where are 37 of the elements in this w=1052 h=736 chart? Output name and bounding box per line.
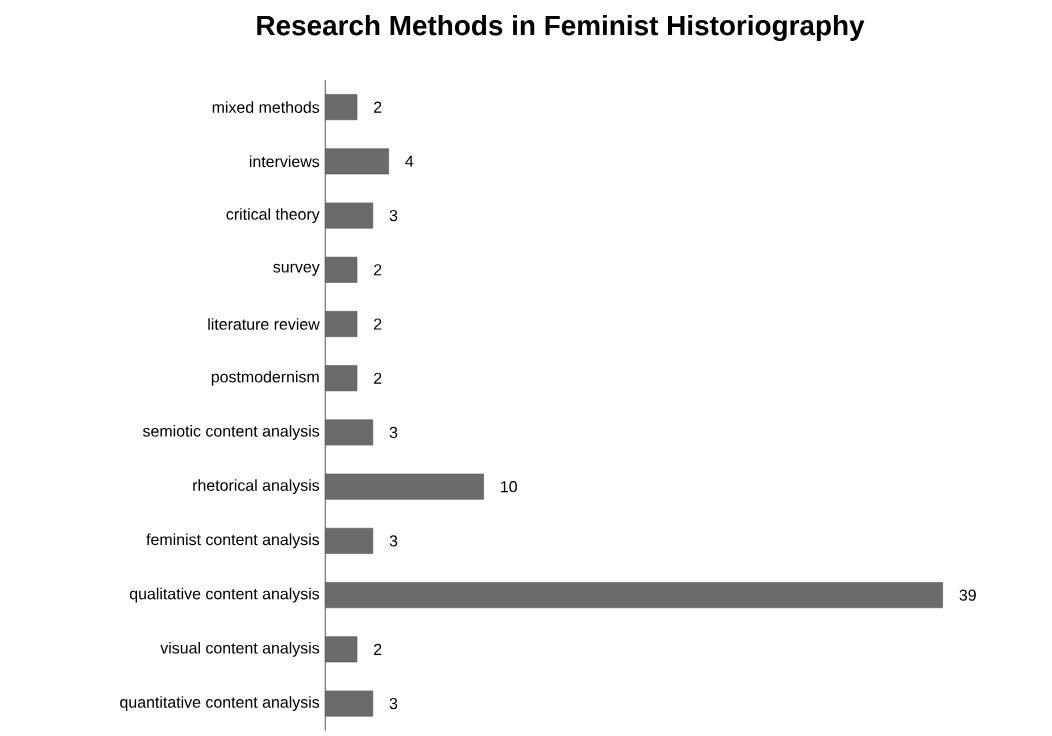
bar bbox=[325, 365, 358, 392]
bar bbox=[325, 202, 374, 229]
data-label: 3 bbox=[389, 209, 398, 222]
bar bbox=[325, 473, 484, 500]
data-label: 3 bbox=[389, 535, 398, 547]
y-tick-label: quantitative content analysis bbox=[120, 696, 320, 711]
y-tick-label: survey bbox=[273, 263, 320, 276]
y-tick-label: visual content analysis bbox=[160, 641, 320, 657]
y-tick-label: interviews bbox=[249, 155, 320, 168]
bar bbox=[325, 419, 374, 446]
data-label: 10 bbox=[501, 481, 517, 493]
y-tick-label: qualitative content analysis bbox=[129, 587, 320, 603]
data-label: 39 bbox=[959, 589, 976, 601]
bar bbox=[325, 94, 358, 121]
bar bbox=[325, 636, 358, 663]
data-label: 2 bbox=[374, 101, 382, 113]
y-tick-label: critical theory bbox=[226, 208, 320, 223]
y-tick-label: semiotic content analysis bbox=[143, 425, 320, 440]
bar bbox=[325, 256, 358, 283]
data-label: 4 bbox=[405, 155, 414, 167]
data-label: 3 bbox=[389, 697, 398, 710]
y-tick-label: literature review bbox=[208, 318, 320, 330]
bar bbox=[325, 582, 943, 609]
y-tick-label: rhetorical analysis bbox=[193, 479, 320, 495]
data-label: 2 bbox=[374, 372, 382, 384]
y-tick-label: postmodernism bbox=[211, 370, 319, 386]
y-tick-label: mixed methods bbox=[212, 101, 320, 113]
y-tick-label: feminist content analysis bbox=[146, 533, 320, 549]
bar bbox=[325, 148, 389, 175]
chart-title: Research Methods in Feminist Historiography bbox=[257, 14, 865, 42]
bar bbox=[325, 311, 358, 337]
data-label: 2 bbox=[374, 264, 382, 276]
bar bbox=[325, 527, 374, 554]
data-label: 3 bbox=[389, 426, 398, 439]
bar bbox=[325, 690, 374, 717]
data-label: 2 bbox=[374, 318, 382, 330]
data-label: 2 bbox=[374, 643, 382, 655]
